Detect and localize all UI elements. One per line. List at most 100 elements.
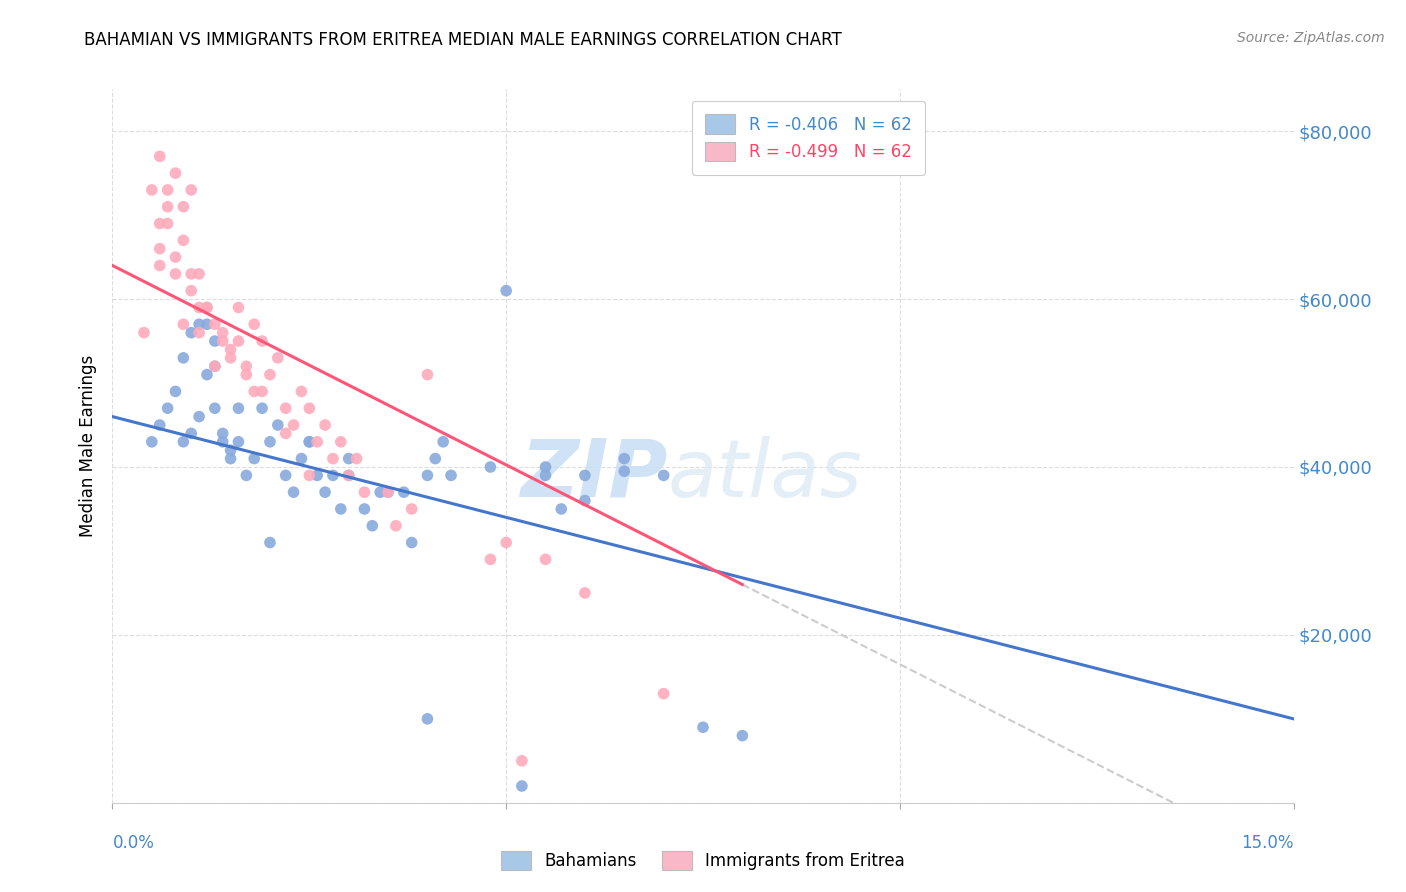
Point (180, 426, 202, 441)
Point (353, 485, 375, 500)
Point (298, 468, 321, 483)
Point (440, 468, 463, 483)
Point (479, 552, 502, 566)
Point (195, 318, 218, 332)
Point (377, 485, 399, 500)
Point (228, 334, 250, 348)
Point (495, 284, 517, 298)
Point (392, 485, 415, 500)
Point (290, 451, 312, 466)
Point (534, 468, 557, 483)
Point (141, 183, 163, 197)
Point (322, 468, 344, 483)
Point (259, 368, 281, 382)
Point (250, 384, 273, 399)
Point (211, 334, 233, 348)
Point (534, 552, 557, 566)
Point (574, 468, 596, 483)
Point (141, 434, 163, 449)
Point (298, 434, 321, 449)
Text: 15.0%: 15.0% (1241, 834, 1294, 852)
Point (416, 712, 439, 726)
Text: atlas: atlas (668, 435, 862, 514)
Y-axis label: Median Male Earnings: Median Male Earnings (79, 355, 97, 537)
Point (385, 518, 408, 533)
Point (425, 451, 447, 466)
Point (290, 384, 312, 399)
Point (368, 485, 391, 500)
Point (188, 318, 211, 332)
Point (574, 586, 596, 600)
Point (479, 460, 502, 475)
Point (172, 200, 194, 214)
Point (432, 434, 454, 449)
Point (495, 535, 517, 549)
Point (274, 426, 297, 441)
Point (228, 434, 250, 449)
Point (165, 250, 187, 264)
Point (377, 485, 399, 500)
Point (250, 334, 273, 348)
Point (172, 318, 194, 332)
Point (307, 434, 329, 449)
Point (314, 485, 336, 500)
Point (259, 535, 281, 549)
Point (259, 434, 281, 449)
Point (298, 434, 321, 449)
Point (180, 267, 202, 281)
Point (172, 233, 194, 247)
Point (204, 318, 226, 332)
Point (243, 318, 266, 332)
Point (195, 368, 218, 382)
Point (219, 343, 242, 357)
Point (149, 217, 172, 231)
Point (156, 183, 179, 197)
Point (401, 502, 423, 516)
Point (274, 468, 297, 483)
Point (165, 166, 187, 180)
Point (204, 359, 226, 374)
Point (235, 468, 257, 483)
Point (172, 434, 194, 449)
Point (165, 267, 187, 281)
Point (180, 284, 202, 298)
Point (416, 468, 439, 483)
Point (346, 451, 368, 466)
Text: BAHAMIAN VS IMMIGRANTS FROM ERITREA MEDIAN MALE EARNINGS CORRELATION CHART: BAHAMIAN VS IMMIGRANTS FROM ERITREA MEDI… (84, 31, 842, 49)
Point (416, 368, 439, 382)
Point (534, 460, 557, 475)
Point (204, 359, 226, 374)
Point (361, 518, 384, 533)
Point (211, 434, 233, 449)
Point (195, 301, 218, 315)
Point (243, 384, 266, 399)
Point (283, 485, 305, 500)
Point (613, 451, 636, 466)
Point (250, 401, 273, 416)
Point (329, 502, 352, 516)
Point (219, 443, 242, 458)
Point (337, 451, 360, 466)
Text: ZIP: ZIP (520, 435, 668, 514)
Point (228, 401, 250, 416)
Point (180, 183, 202, 197)
Point (510, 754, 533, 768)
Point (692, 720, 714, 734)
Point (204, 334, 226, 348)
Point (165, 384, 187, 399)
Point (510, 779, 533, 793)
Point (235, 368, 257, 382)
Point (274, 401, 297, 416)
Point (322, 451, 344, 466)
Point (731, 729, 754, 743)
Point (267, 417, 290, 432)
Legend: Bahamians, Immigrants from Eritrea: Bahamians, Immigrants from Eritrea (495, 844, 911, 877)
Point (550, 502, 572, 516)
Point (156, 217, 179, 231)
Point (243, 451, 266, 466)
Text: 0.0%: 0.0% (112, 834, 155, 852)
Point (188, 326, 211, 340)
Point (204, 401, 226, 416)
Point (337, 468, 360, 483)
Point (172, 351, 194, 365)
